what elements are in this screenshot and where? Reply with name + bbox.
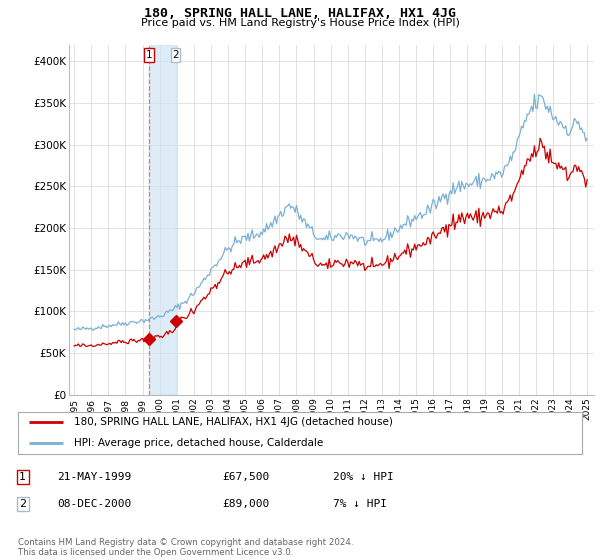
Text: 180, SPRING HALL LANE, HALIFAX, HX1 4JG: 180, SPRING HALL LANE, HALIFAX, HX1 4JG [144,7,456,20]
Text: 2: 2 [172,50,179,60]
Text: £89,000: £89,000 [222,499,269,509]
Text: 2: 2 [19,499,26,509]
Text: 20% ↓ HPI: 20% ↓ HPI [333,472,394,482]
Text: £67,500: £67,500 [222,472,269,482]
Bar [149,45,176,395]
Text: 180, SPRING HALL LANE, HALIFAX, HX1 4JG (detached house): 180, SPRING HALL LANE, HALIFAX, HX1 4JG … [74,417,393,427]
Text: Price paid vs. HM Land Registry's House Price Index (HPI): Price paid vs. HM Land Registry's House … [140,18,460,28]
Text: 1: 1 [146,50,152,60]
Text: Contains HM Land Registry data © Crown copyright and database right 2024.
This d: Contains HM Land Registry data © Crown c… [18,538,353,557]
Text: HPI: Average price, detached house, Calderdale: HPI: Average price, detached house, Cald… [74,438,323,448]
Text: 08-DEC-2000: 08-DEC-2000 [57,499,131,509]
Text: 21-MAY-1999: 21-MAY-1999 [57,472,131,482]
Text: 7% ↓ HPI: 7% ↓ HPI [333,499,387,509]
Text: 1: 1 [19,472,26,482]
